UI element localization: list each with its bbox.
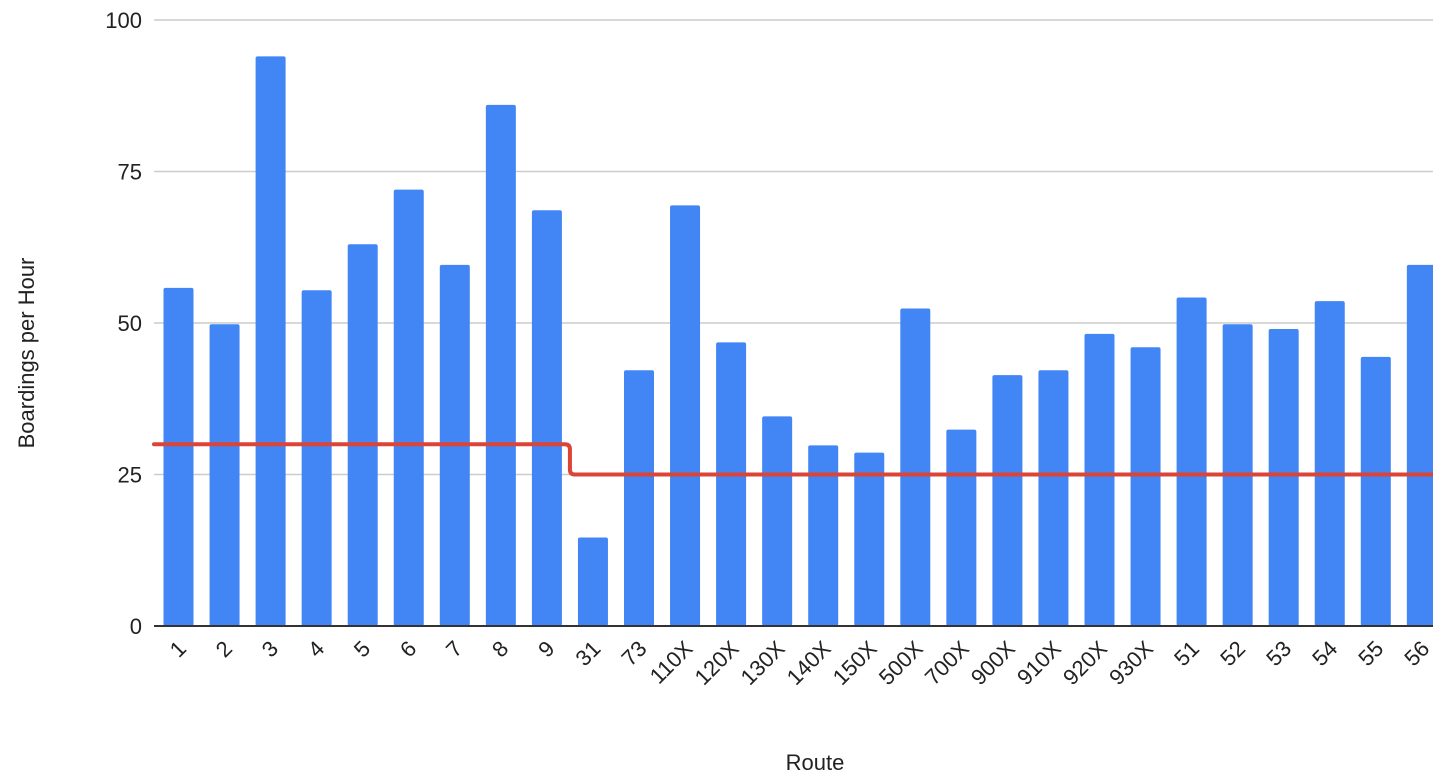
- bar: [301, 290, 332, 626]
- x-tick-label: 2: [211, 636, 237, 662]
- bar: [624, 370, 654, 626]
- y-axis-title: Boardings per Hour: [14, 258, 39, 449]
- x-tick-label: 700X: [920, 636, 974, 690]
- x-tick-label: 55: [1353, 636, 1388, 671]
- x-tick-label: 500X: [874, 636, 928, 690]
- x-tick-label: 130X: [736, 636, 790, 690]
- x-tick-label: 110X: [645, 636, 698, 689]
- bar: [854, 452, 885, 626]
- bar: [209, 324, 240, 626]
- x-tick-label: 5: [349, 636, 375, 662]
- y-tick-label: 25: [118, 463, 142, 488]
- bar: [946, 429, 977, 626]
- bar: [347, 244, 378, 626]
- x-tick-label: 140X: [782, 636, 836, 690]
- y-axis-ticks: 0 25 50 75 100: [105, 8, 142, 639]
- bar: [900, 308, 931, 626]
- threshold-line-series: [152, 442, 1433, 477]
- bar: [1130, 347, 1161, 626]
- x-tick-label: 54: [1307, 636, 1342, 671]
- bar: [1038, 370, 1069, 626]
- x-tick-label: 4: [303, 636, 329, 662]
- x-tick-label: 900X: [966, 636, 1020, 690]
- x-tick-label: 31: [570, 636, 605, 671]
- x-tick-label: 910X: [1012, 636, 1066, 690]
- x-tick-label: 7: [441, 636, 467, 662]
- line-series-path: [152, 442, 1433, 477]
- x-tick-label: 1: [165, 636, 191, 662]
- x-tick-label: 8: [487, 636, 513, 662]
- y-tick-label: 0: [130, 614, 142, 639]
- bar: [716, 342, 747, 626]
- x-tick-label: 120X: [690, 636, 744, 690]
- x-axis-ticks: 1 2 3 4 5 6 7 8 9 31 73110X120X130X140X150X500X700…: [165, 636, 1433, 690]
- bar: [670, 205, 701, 626]
- bar: [1268, 329, 1299, 626]
- x-tick-label: 920X: [1058, 636, 1112, 690]
- bar: [1314, 301, 1345, 626]
- y-tick-label: 75: [118, 160, 142, 185]
- x-tick-label: 51: [1169, 636, 1204, 671]
- x-tick-label: 56: [1399, 636, 1433, 671]
- bar: [1084, 333, 1115, 626]
- bar: [1360, 356, 1391, 626]
- y-tick-label: 50: [118, 311, 142, 336]
- bar-series: [163, 56, 1433, 627]
- bar: [531, 210, 562, 626]
- x-tick-label: 3: [257, 636, 283, 662]
- x-tick-label: 73: [617, 636, 652, 671]
- x-axis-title: Route: [786, 750, 845, 775]
- bar: [762, 416, 793, 626]
- x-tick-label: 9: [533, 636, 559, 662]
- x-tick-label: 150X: [828, 636, 882, 690]
- x-tick-label: 53: [1261, 636, 1296, 671]
- bar: [1176, 297, 1207, 626]
- bar: [577, 537, 608, 626]
- bar: [393, 189, 424, 626]
- bar: [163, 287, 194, 626]
- x-tick-label: 6: [395, 636, 421, 662]
- bar: [485, 104, 516, 627]
- bar: [1406, 264, 1433, 626]
- bar: [808, 445, 839, 626]
- x-tick-label: 930X: [1104, 636, 1158, 690]
- x-tick-label: 52: [1215, 636, 1250, 671]
- bar: [255, 56, 286, 627]
- y-tick-label: 100: [105, 8, 142, 33]
- bar: [992, 375, 1023, 626]
